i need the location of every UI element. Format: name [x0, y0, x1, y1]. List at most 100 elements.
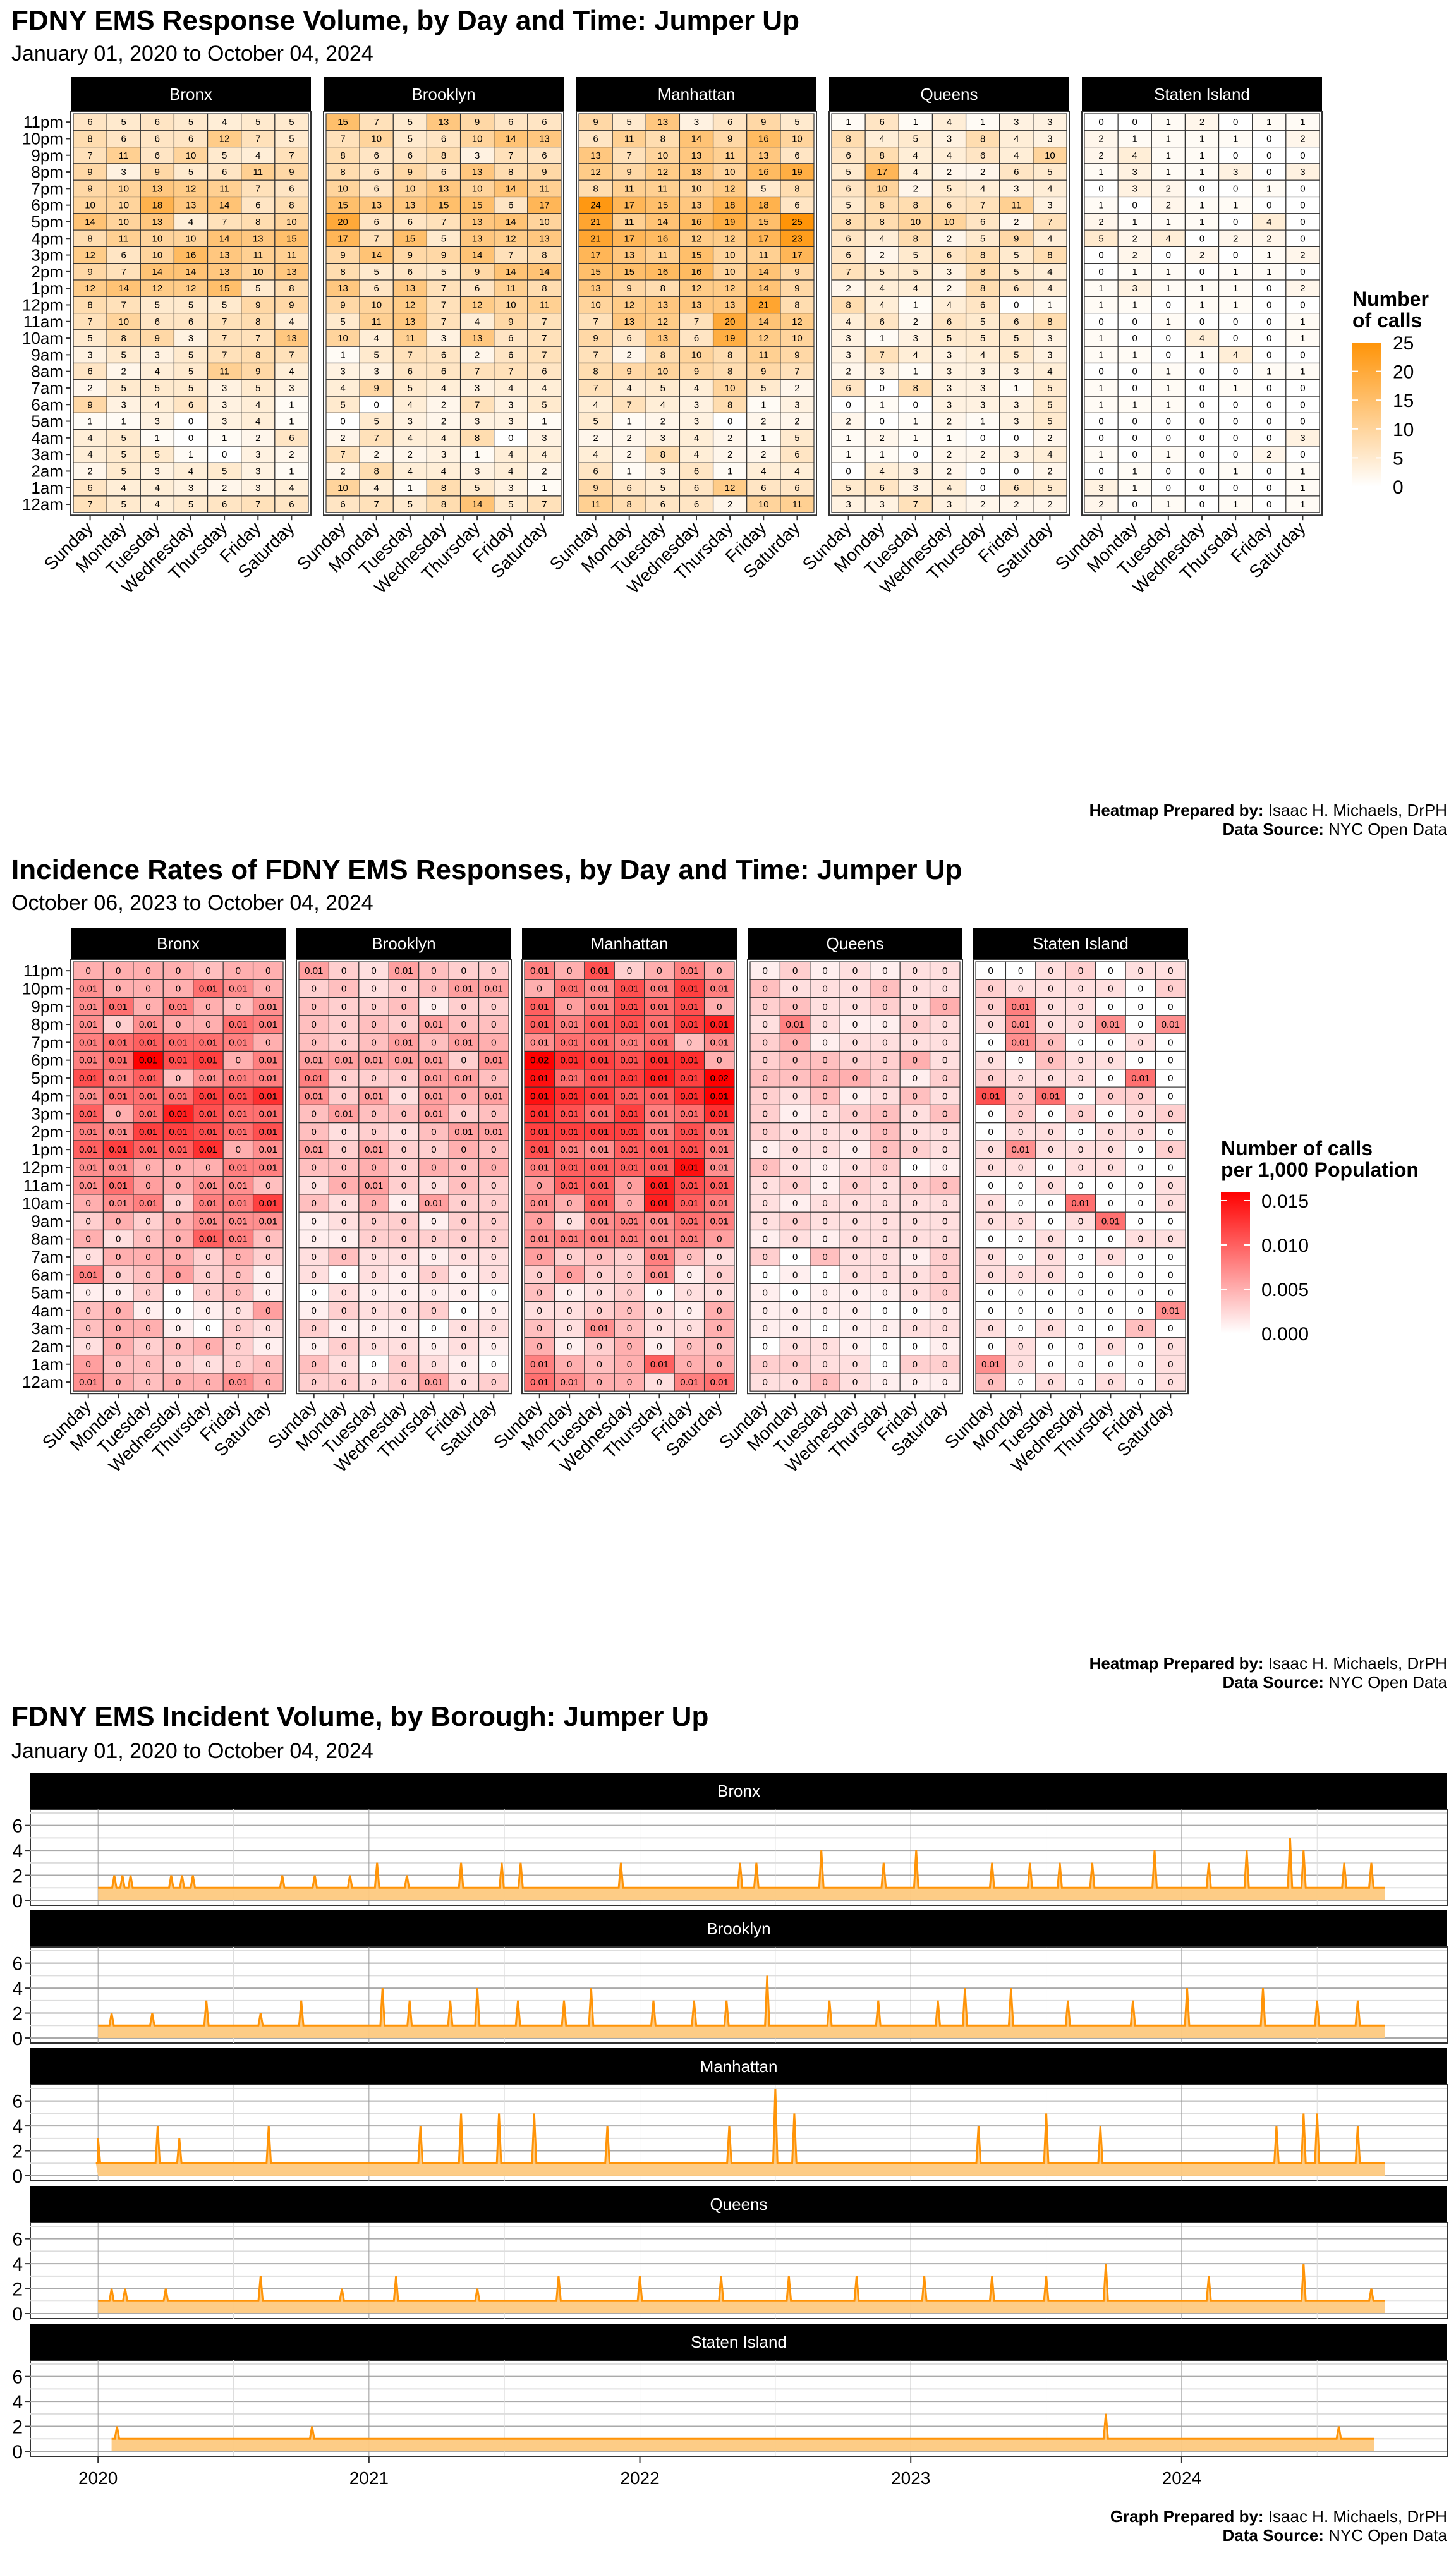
- cell-value: 1: [761, 433, 766, 444]
- cell-value: 0: [116, 1252, 121, 1263]
- cell-value: 10: [405, 183, 416, 194]
- cell-value: 0: [942, 1144, 947, 1155]
- cell-value: 0: [852, 1019, 858, 1030]
- heatmap-cell: [1033, 429, 1067, 447]
- area-fill: [98, 2264, 1385, 2313]
- heatmap-cell: [298, 1104, 330, 1124]
- heatmap-cell: [527, 396, 562, 413]
- cell-value: 0: [1108, 1073, 1113, 1084]
- cell-value: 2: [475, 349, 480, 360]
- heatmap-cell: [274, 246, 309, 264]
- heatmap-cell: [746, 446, 781, 463]
- cell-value: 4: [1014, 150, 1019, 161]
- cell-value: 0.01: [109, 1002, 128, 1012]
- heatmap-cell: [1252, 495, 1287, 513]
- cell-value: 6: [374, 217, 379, 227]
- heatmap-cell: [554, 1301, 585, 1320]
- cell-value: 3: [694, 416, 699, 427]
- cell-value: 0: [687, 1323, 692, 1334]
- cell-value: 7: [289, 150, 294, 161]
- heatmap-cell: [73, 246, 107, 264]
- cell-value: 8: [1047, 317, 1052, 327]
- cell-value: 6: [121, 250, 126, 261]
- cell-value: 0: [461, 1341, 466, 1352]
- heatmap-cell: [780, 296, 815, 314]
- legend-tick-label: 15: [1393, 391, 1414, 411]
- cell-value: 13: [439, 117, 449, 128]
- cell-value: 0: [717, 1323, 722, 1334]
- cell-value: 0: [1132, 383, 1138, 394]
- cell-value: 4: [255, 399, 260, 410]
- cell-value: 0: [988, 1127, 993, 1137]
- cell-value: 0: [401, 1073, 406, 1084]
- cell-value: 3: [1014, 183, 1019, 194]
- heatmap-cell: [207, 396, 242, 413]
- cell-value: 0.01: [650, 1002, 669, 1012]
- cell-value: 12: [186, 183, 197, 194]
- panel-strip-label: Brooklyn: [411, 85, 475, 104]
- cell-value: 7: [255, 333, 260, 344]
- heatmap-cell: [1151, 213, 1186, 231]
- cell-value: 0: [205, 1270, 210, 1280]
- cell-value: 5: [1047, 483, 1052, 494]
- heatmap-cell: [274, 296, 309, 314]
- cell-value: 9: [761, 367, 766, 377]
- cell-value: 4: [155, 367, 160, 377]
- cell-value: 6: [408, 267, 413, 277]
- heatmap-cell: [1035, 1194, 1066, 1213]
- heatmap-cell: [780, 329, 815, 347]
- heatmap-cell: [252, 1194, 284, 1213]
- cell-value: 0: [988, 1162, 993, 1173]
- heatmap-cell: [1035, 1069, 1066, 1088]
- cell-value: 1: [913, 367, 918, 377]
- cell-value: 0: [145, 1288, 150, 1299]
- y-tick-label: 12pm: [22, 295, 63, 314]
- heatmap-cell: [140, 478, 175, 497]
- cell-value: 0.01: [365, 1055, 383, 1066]
- cell-value: 6: [508, 117, 513, 128]
- cell-value: 1: [1166, 499, 1171, 510]
- x-tick-label: 2020: [78, 2468, 118, 2488]
- cell-value: 0: [822, 966, 827, 976]
- cell-value: 0: [942, 1002, 947, 1012]
- heatmap-cell: [1155, 1050, 1186, 1070]
- heatmap-cell: [1285, 279, 1320, 297]
- cell-value: 0: [1078, 1359, 1083, 1370]
- cell-value: 0: [341, 1216, 346, 1227]
- heatmap-cell: [1184, 229, 1220, 248]
- cell-value: 8: [508, 167, 513, 178]
- cell-value: 0: [461, 1377, 466, 1388]
- cell-value: 0: [763, 1144, 768, 1155]
- cell-value: 0: [205, 1252, 210, 1263]
- cell-value: 0: [1108, 1180, 1113, 1191]
- cell-value: 0: [176, 1323, 181, 1334]
- heatmap-cell: [1084, 429, 1119, 447]
- cell-value: 11: [219, 183, 229, 194]
- heatmap-cell: [929, 979, 961, 998]
- cell-value: 1: [222, 433, 227, 444]
- cell-value: 0.01: [425, 1109, 443, 1120]
- cell-value: 0.01: [530, 1234, 549, 1245]
- cell-value: 0.01: [620, 1216, 638, 1227]
- heatmap-cell: [524, 1069, 555, 1088]
- cell-value: 0: [913, 1288, 918, 1299]
- heatmap-cell: [1065, 1122, 1096, 1141]
- cell-value: 0: [401, 1306, 406, 1316]
- cell-value: 0: [86, 966, 91, 976]
- cell-value: 0: [1266, 399, 1271, 410]
- heatmap-cell: [1033, 147, 1067, 164]
- cell-value: 0: [116, 966, 121, 976]
- y-tick-label: 7am: [31, 379, 63, 397]
- cell-value: 2: [913, 317, 918, 327]
- heatmap-cell: [929, 1086, 961, 1106]
- cell-value: 0: [537, 1252, 542, 1263]
- cell-value: 2: [761, 449, 766, 460]
- heatmap-cell: [252, 1337, 284, 1356]
- cell-value: 0: [627, 1359, 632, 1370]
- heatmap-cell: [612, 163, 646, 181]
- heatmap-cell: [999, 429, 1034, 447]
- cell-value: 0: [988, 1234, 993, 1245]
- heatmap-cell: [524, 1319, 555, 1338]
- cell-value: 0: [341, 1252, 346, 1263]
- cell-value: 0: [188, 433, 193, 444]
